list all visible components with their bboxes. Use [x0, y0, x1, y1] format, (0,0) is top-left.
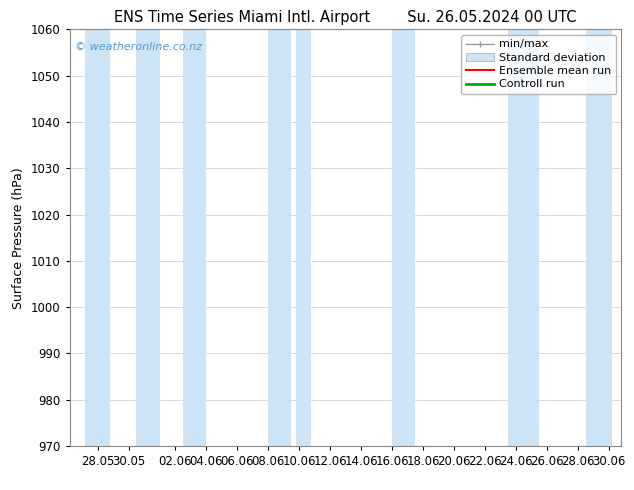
Legend: min/max, Standard deviation, Ensemble mean run, Controll run: min/max, Standard deviation, Ensemble me…	[462, 35, 616, 94]
Bar	[85, 29, 110, 446]
Bar	[136, 29, 160, 446]
Bar	[268, 29, 291, 446]
Bar	[508, 29, 539, 446]
Bar	[392, 29, 415, 446]
Bar	[183, 29, 206, 446]
Title: ENS Time Series Miami Intl. Airport        Su. 26.05.2024 00 UTC: ENS Time Series Miami Intl. Airport Su. …	[114, 10, 577, 25]
Bar	[586, 29, 612, 446]
Y-axis label: Surface Pressure (hPa): Surface Pressure (hPa)	[13, 167, 25, 309]
Text: © weatheronline.co.nz: © weatheronline.co.nz	[75, 42, 202, 52]
Bar	[296, 29, 311, 446]
